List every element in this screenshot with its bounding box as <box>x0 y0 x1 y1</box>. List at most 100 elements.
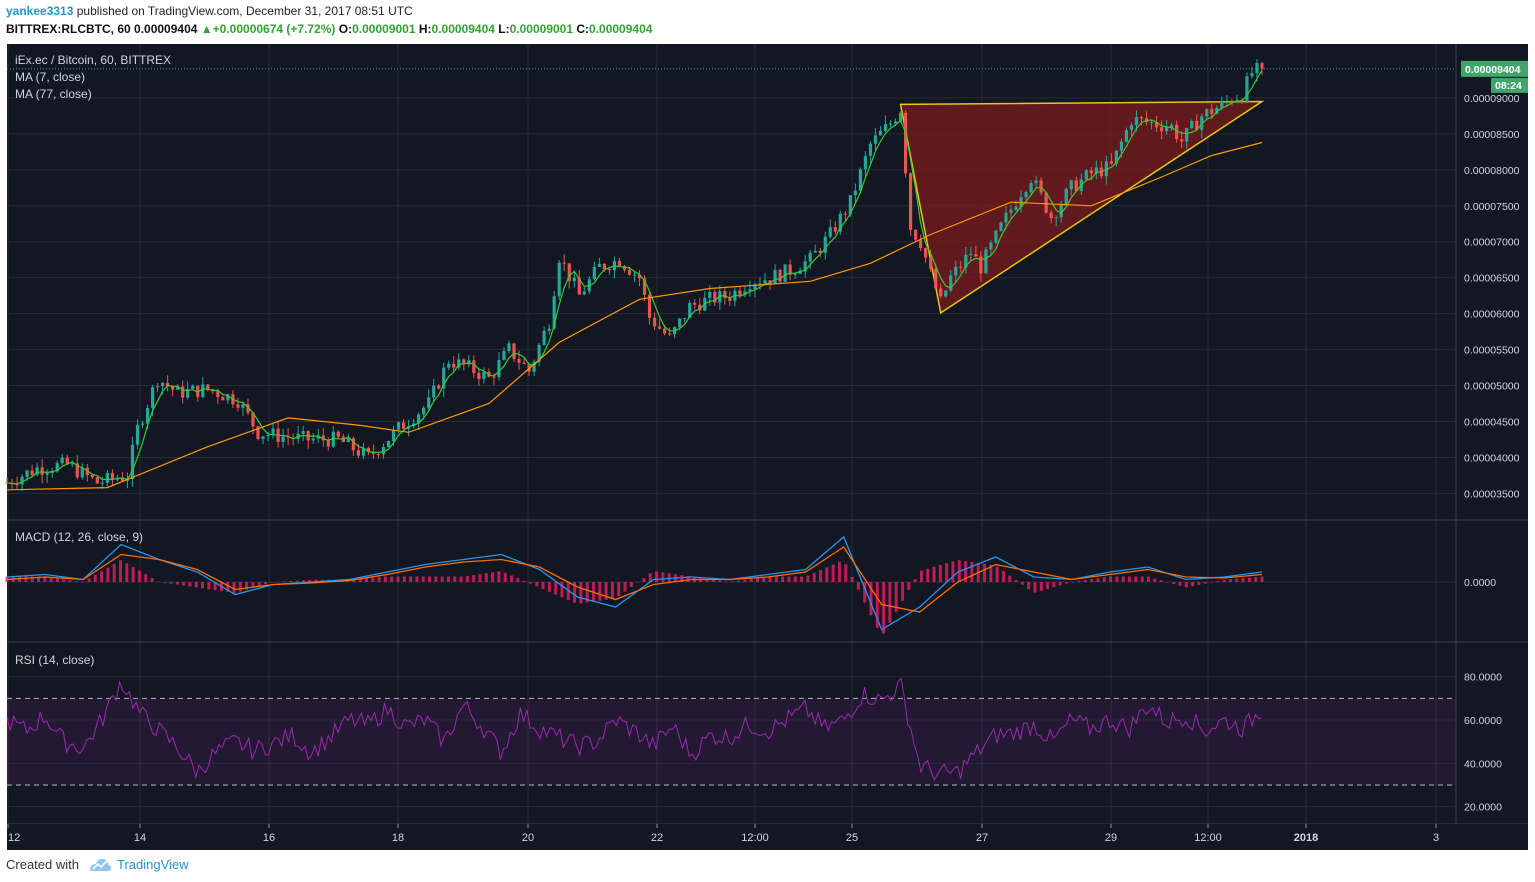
candle-up[interactable] <box>1225 100 1229 102</box>
candle-up[interactable] <box>597 264 601 267</box>
candle-up[interactable] <box>176 386 180 390</box>
candle-down[interactable] <box>1230 100 1234 103</box>
candle-up[interactable] <box>808 252 812 262</box>
candle-up[interactable] <box>532 361 536 372</box>
candle-down[interactable] <box>934 268 938 289</box>
candle-up[interactable] <box>1215 108 1219 114</box>
tradingview-link[interactable]: TradingView <box>117 857 189 872</box>
candle-up[interactable] <box>999 222 1003 231</box>
candle-down[interactable] <box>778 270 782 282</box>
candle-up[interactable] <box>1205 109 1209 117</box>
candle-down[interactable] <box>903 112 908 174</box>
candle-up[interactable] <box>1255 63 1259 74</box>
candle-up[interactable] <box>1094 167 1098 174</box>
candle-up[interactable] <box>858 169 862 191</box>
candle-up[interactable] <box>1149 122 1154 124</box>
candle-up[interactable] <box>718 291 722 303</box>
candle-up[interactable] <box>1064 189 1068 205</box>
candle-down[interactable] <box>637 274 642 279</box>
candle-up[interactable] <box>552 296 556 329</box>
candle-down[interactable] <box>1074 180 1078 192</box>
candle-down[interactable] <box>974 254 978 257</box>
candle-up[interactable] <box>391 429 396 441</box>
candle-down[interactable] <box>622 266 627 270</box>
candle-up[interactable] <box>1019 197 1023 207</box>
candle-down[interactable] <box>939 288 943 297</box>
candle-up[interactable] <box>863 155 868 170</box>
candle-down[interactable] <box>492 376 496 378</box>
candle-down[interactable] <box>668 333 672 335</box>
candle-up[interactable] <box>954 266 958 276</box>
candle-down[interactable] <box>567 263 571 282</box>
candle-down[interactable] <box>919 239 923 249</box>
candle-up[interactable] <box>1220 100 1224 109</box>
candle-down[interactable] <box>713 291 717 303</box>
candle-up[interactable] <box>964 254 968 268</box>
candle-down[interactable] <box>196 385 200 397</box>
candle-up[interactable] <box>311 438 315 441</box>
candle-down[interactable] <box>914 229 918 240</box>
candle-up[interactable] <box>447 363 451 368</box>
candle-down[interactable] <box>171 386 175 390</box>
candle-up[interactable] <box>201 384 205 397</box>
candle-down[interactable] <box>1154 122 1159 128</box>
candle-down[interactable] <box>788 264 792 275</box>
candle-up[interactable] <box>683 317 687 319</box>
candle-up[interactable] <box>1245 76 1249 102</box>
candle-up[interactable] <box>60 457 64 464</box>
candle-down[interactable] <box>663 328 667 334</box>
candle-up[interactable] <box>1024 192 1028 198</box>
candle-up[interactable] <box>783 264 787 282</box>
candle-down[interactable] <box>376 453 381 455</box>
candle-up[interactable] <box>893 121 898 124</box>
candle-up[interactable] <box>497 359 501 377</box>
candle-up[interactable] <box>432 385 436 398</box>
candle-up[interactable] <box>1114 150 1119 164</box>
candle-up[interactable] <box>140 423 145 425</box>
candle-up[interactable] <box>828 227 832 237</box>
candle-up[interactable] <box>1170 124 1174 128</box>
candle-up[interactable] <box>361 447 366 456</box>
candle-down[interactable] <box>693 302 697 305</box>
candle-up[interactable] <box>793 273 797 275</box>
candle-down[interactable] <box>206 384 210 390</box>
candle-up[interactable] <box>994 230 998 243</box>
candle-up[interactable] <box>547 328 551 331</box>
candle-down[interactable] <box>452 363 456 368</box>
candle-down[interactable] <box>40 467 44 475</box>
candle-up[interactable] <box>100 482 104 484</box>
candle-down[interactable] <box>1175 124 1179 140</box>
candle-down[interactable] <box>652 317 657 327</box>
candle-up[interactable] <box>803 261 807 272</box>
candle-up[interactable] <box>678 318 682 328</box>
candle-up[interactable] <box>105 473 109 483</box>
candle-up[interactable] <box>1009 209 1013 213</box>
candle-down[interactable] <box>723 291 727 298</box>
candle-down[interactable] <box>1089 170 1093 174</box>
candle-up[interactable] <box>632 274 637 276</box>
candle-up[interactable] <box>1124 130 1129 142</box>
candle-up[interactable] <box>848 195 852 215</box>
candle-up[interactable] <box>266 435 270 437</box>
candle-up[interactable] <box>186 388 190 398</box>
candle-down[interactable] <box>256 426 260 439</box>
candle-up[interactable] <box>1054 217 1058 219</box>
candle-down[interactable] <box>216 391 220 397</box>
triangle-pattern[interactable] <box>899 100 1265 315</box>
author-link[interactable]: yankee3313 <box>6 4 74 18</box>
candle-up[interactable] <box>417 414 421 424</box>
candle-up[interactable] <box>80 467 84 478</box>
candle-up[interactable] <box>542 330 546 345</box>
candle-up[interactable] <box>989 242 993 250</box>
candle-up[interactable] <box>1129 125 1134 131</box>
candle-up[interactable] <box>708 291 712 298</box>
candle-down[interactable] <box>728 297 732 301</box>
candle-up[interactable] <box>381 447 386 455</box>
candle-down[interactable] <box>738 290 742 295</box>
candle-up[interactable] <box>281 436 285 442</box>
candle-down[interactable] <box>95 477 99 484</box>
candle-up[interactable] <box>482 371 486 379</box>
candle-down[interactable] <box>90 474 94 478</box>
candle-down[interactable] <box>30 470 34 475</box>
candle-down[interactable] <box>351 438 355 451</box>
